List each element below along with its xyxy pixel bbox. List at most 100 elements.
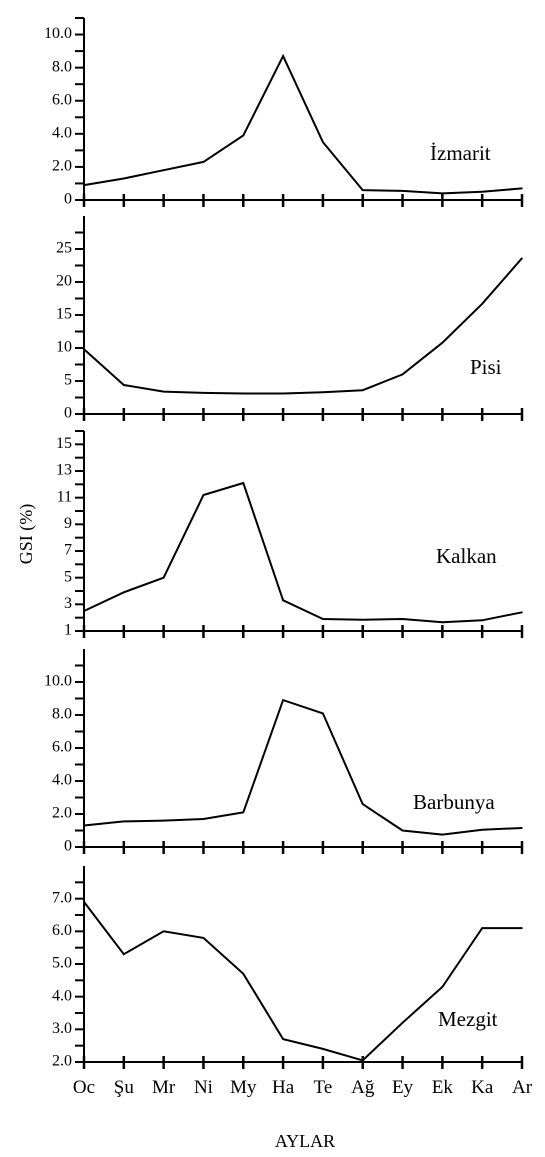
y-tick-label: 6.0: [52, 922, 72, 939]
data-point: [401, 1022, 404, 1024]
y-tick-label: 13: [56, 462, 72, 479]
panel-mezgit: 2.0 3.0 4.0 5.0 6.0 7.0 Mezgit: [52, 866, 524, 1070]
data-point: [521, 611, 523, 614]
y-tick-label: 4.0: [52, 124, 72, 141]
data-point: [202, 494, 205, 496]
data-point: [521, 187, 523, 190]
data-point: [242, 482, 245, 484]
data-point: [361, 1059, 364, 1062]
data-point: [322, 712, 324, 715]
data-point: [441, 621, 444, 624]
y-tick-label: 10.0: [44, 673, 72, 690]
data-point: [202, 818, 205, 820]
data-point: [481, 927, 483, 929]
data-point: [83, 824, 85, 827]
x-tick-label: Mr: [152, 1077, 176, 1098]
series-label-mezgit: Mezgit: [438, 1007, 498, 1031]
data-point: [322, 1048, 324, 1050]
data-point: [282, 1038, 284, 1040]
data-point: [521, 827, 523, 829]
data-point: [322, 618, 324, 620]
y-tick-label: 5: [64, 372, 72, 389]
y-tick-label: 0: [64, 405, 72, 422]
data-point: [162, 576, 165, 579]
data-point: [162, 169, 165, 172]
data-point: [282, 55, 284, 57]
data-point: [481, 619, 483, 622]
panel-i̇zmarit: 0 2.0 4.0 6.0 8.0 10.0 İzmarit: [44, 17, 524, 208]
y-tick-label: 3.0: [52, 1020, 72, 1037]
data-point: [441, 986, 444, 988]
data-point: [401, 373, 404, 376]
series-label-i̇zmarit: İzmarit: [430, 141, 491, 165]
data-point: [282, 392, 284, 395]
data-point: [481, 302, 483, 305]
y-tick-label: 11: [57, 488, 72, 505]
panels-group: 02.04.06.08.010.0İzmarit0510152025Pisi13…: [44, 17, 524, 1070]
data-point: [202, 937, 205, 939]
data-point: [83, 348, 85, 351]
x-tick-label: Ka: [471, 1077, 494, 1098]
data-point: [401, 190, 404, 192]
series-line-barbunya: [83, 698, 523, 836]
data-point: [123, 820, 125, 823]
y-tick-label: 10: [56, 339, 72, 356]
y-tick-label: 10.0: [44, 25, 72, 42]
data-point: [521, 927, 523, 929]
data-point: [202, 392, 205, 394]
y-tick-label: 9: [64, 515, 72, 532]
data-point: [242, 973, 245, 975]
y-tick-label: 5: [64, 568, 72, 585]
data-point: [162, 819, 165, 822]
data-point: [481, 828, 483, 831]
panel-pisi: 0 5 10 15 20 25 Pisi: [56, 216, 524, 422]
data-point: [83, 610, 85, 612]
y-tick-label: 5.0: [52, 955, 72, 972]
data-point: [282, 699, 284, 701]
data-point: [401, 829, 404, 832]
series-line-mezgit: [83, 901, 522, 1062]
data-point: [441, 341, 444, 344]
data-point: [242, 134, 245, 137]
x-tick-label: Te: [314, 1077, 333, 1098]
y-tick-label: 7: [64, 542, 72, 559]
data-point: [123, 953, 125, 955]
y-tick-label: 2.0: [52, 1053, 72, 1070]
series-label-kalkan: Kalkan: [436, 544, 497, 568]
data-point: [441, 192, 444, 195]
series-label-pisi: Pisi: [470, 355, 502, 379]
y-tick-label: 6.0: [52, 739, 72, 756]
y-tick-label: 2.0: [52, 805, 72, 822]
data-point: [361, 189, 364, 191]
x-tick-label: Ha: [272, 1077, 295, 1098]
series-line-kalkan: [83, 481, 523, 624]
month-labels-group: Oc Şu Mr Ni My Ha Te Ağ Ey Ek Ka Ar: [73, 1077, 533, 1098]
x-tick-label: Şu: [114, 1077, 135, 1098]
y-tick-label: 6.0: [52, 91, 72, 108]
data-point: [162, 930, 165, 933]
y-tick-label: 0: [64, 838, 72, 855]
data-point: [162, 390, 165, 393]
y-tick-label: 20: [56, 273, 72, 290]
y-tick-label: 4.0: [52, 772, 72, 789]
data-point: [123, 177, 125, 180]
data-point: [83, 184, 85, 186]
x-tick-label: Ağ: [351, 1077, 375, 1098]
data-point: [401, 618, 404, 620]
data-point: [242, 811, 245, 814]
data-point: [322, 141, 324, 143]
y-axis-title: GSI (%): [16, 504, 37, 565]
data-point: [242, 392, 245, 395]
data-point: [123, 384, 125, 386]
data-point: [441, 833, 444, 836]
data-point: [361, 389, 364, 392]
y-tick-label: 2.0: [52, 158, 72, 175]
x-tick-label: My: [230, 1077, 257, 1098]
data-point: [83, 901, 85, 903]
y-tick-label: 8.0: [52, 706, 72, 723]
y-tick-label: 0: [64, 191, 72, 208]
data-point: [521, 257, 523, 260]
data-point: [361, 618, 364, 621]
